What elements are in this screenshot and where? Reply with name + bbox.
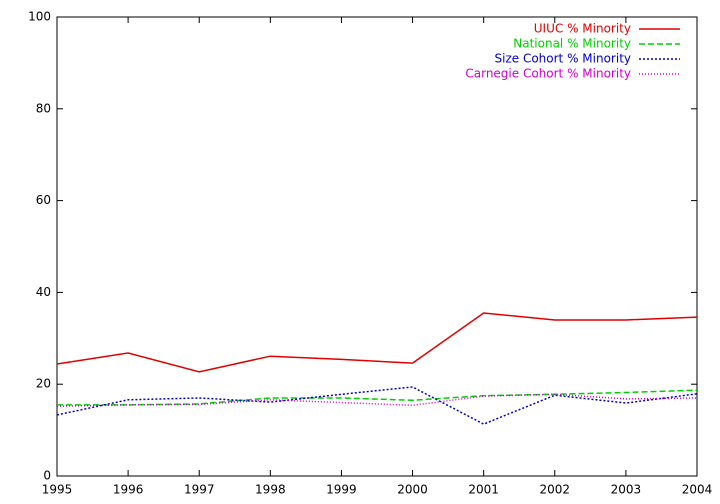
legend-label: Carnegie Cohort % Minority [465, 67, 631, 81]
x-tick-label: 1999 [326, 483, 357, 497]
x-tick-label: 2003 [611, 483, 642, 497]
y-tick-label: 0 [43, 469, 51, 483]
legend-label: UIUC % Minority [534, 22, 631, 36]
x-tick-label: 2002 [540, 483, 571, 497]
y-tick-label: 80 [36, 101, 51, 115]
y-tick-label: 100 [28, 10, 51, 24]
series-line [56, 312, 698, 373]
series-line [56, 386, 698, 425]
x-tick-label: 1997 [184, 483, 215, 497]
y-tick-label: 60 [36, 193, 51, 207]
y-tick-label: 40 [36, 285, 51, 299]
x-tick-label: 1995 [42, 483, 73, 497]
y-tick-label: 20 [36, 377, 51, 391]
x-tick-label: 2001 [468, 483, 499, 497]
x-tick-label: 1996 [113, 483, 144, 497]
plot-frame [56, 16, 698, 477]
x-tick-label: 2004 [682, 483, 713, 497]
legend-label: Size Cohort % Minority [495, 52, 632, 66]
series-line [57, 389, 698, 406]
x-tick-label: 1998 [255, 483, 286, 497]
series-line [56, 393, 698, 407]
x-tick-label: 2000 [397, 483, 428, 497]
legend-label: National % Minority [513, 37, 631, 51]
